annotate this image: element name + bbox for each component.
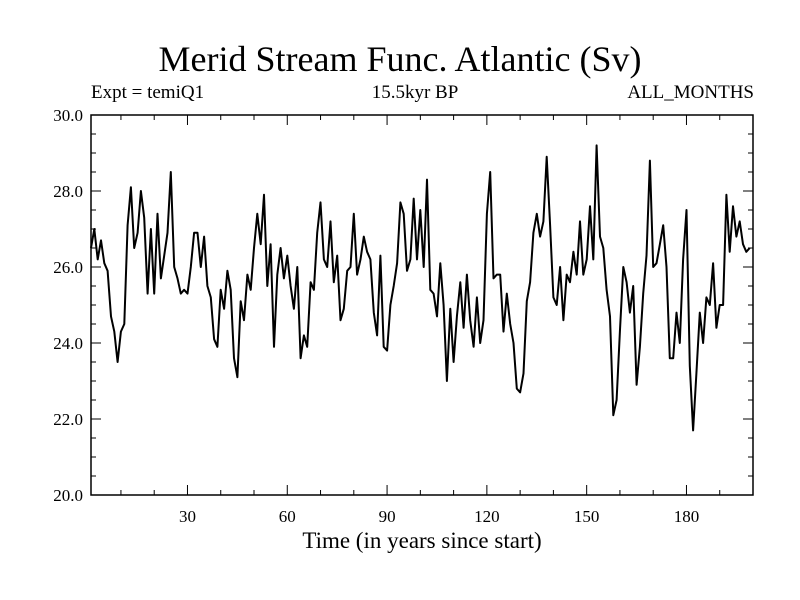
x-tick-label: 150	[574, 507, 600, 526]
experiment-label: Expt = temiQ1	[91, 82, 205, 103]
y-tick-label: 22.0	[53, 410, 83, 429]
y-tick-label: 26.0	[53, 258, 83, 277]
axis-ticks: 20.0 22.0 24.0 26.0 28.0 30.0 30 60 90 120 150 180	[53, 106, 753, 526]
y-tick-label: 30.0	[53, 106, 83, 125]
months-label: ALL_MONTHS	[627, 82, 754, 103]
y-tick-label: 20.0	[53, 486, 83, 505]
plot-frame	[90, 114, 754, 496]
x-tick-label: 90	[379, 507, 396, 526]
x-tick-label: 60	[279, 507, 296, 526]
series-layer	[90, 144, 751, 432]
x-tick-label: 180	[674, 507, 700, 526]
series-line	[90, 144, 751, 432]
chart-title: Merid Stream Func. Atlantic (Sv)	[158, 39, 642, 79]
x-axis-label: Time (in years since start)	[302, 528, 542, 553]
x-tick-label: 30	[179, 507, 196, 526]
period-label: 15.5kyr BP	[371, 82, 459, 103]
y-tick-label: 28.0	[53, 182, 83, 201]
y-tick-label: 24.0	[53, 334, 83, 353]
x-tick-label: 120	[474, 507, 500, 526]
